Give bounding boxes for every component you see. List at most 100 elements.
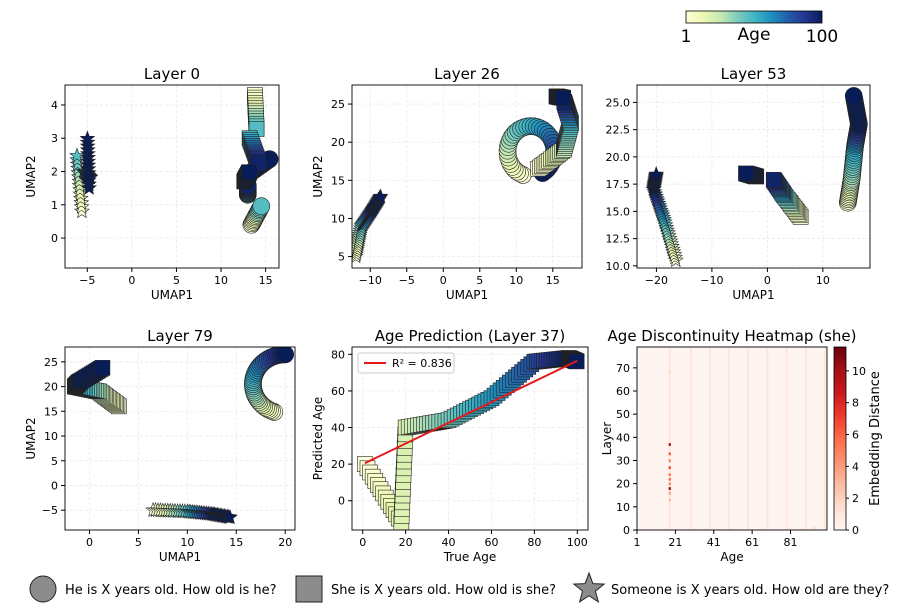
y-tick-label: 10 bbox=[44, 430, 58, 443]
x-tick-label: −5 bbox=[79, 274, 95, 287]
y-axis-label: Predicted Age bbox=[311, 397, 325, 480]
heatmap-cell bbox=[668, 491, 671, 495]
x-axis-label: UMAP1 bbox=[446, 288, 488, 302]
legend-label: She is X years old. How old is she? bbox=[331, 583, 556, 598]
x-tick-label: 10 bbox=[816, 274, 830, 287]
x-tick-label: 0 bbox=[764, 274, 771, 287]
axes-frame bbox=[636, 346, 828, 531]
y-tick-label: 4 bbox=[51, 99, 58, 112]
y-tick-label: 1 bbox=[51, 199, 58, 212]
heatmap-colorbar bbox=[833, 346, 847, 531]
heatmap-column bbox=[766, 347, 769, 530]
heatmap-column bbox=[708, 347, 711, 530]
circle-marker-icon bbox=[29, 575, 57, 603]
heatmap-cell bbox=[668, 473, 671, 477]
panel-title: Layer 0 bbox=[144, 65, 200, 83]
y-tick-label: 0 bbox=[623, 524, 630, 537]
x-tick-label: 10 bbox=[214, 274, 228, 287]
panel-5: R² = 0.836 0 20 40 60 80 100 0 20 40 60 80 Age Predi… bbox=[311, 327, 589, 564]
x-tick-label: 5 bbox=[135, 536, 142, 549]
panel-title: Age Discontinuity Heatmap (she) bbox=[608, 327, 857, 345]
age-colorbar-title: Age bbox=[738, 25, 771, 45]
y-tick-label: 17.5 bbox=[606, 178, 631, 191]
x-tick-label: −5 bbox=[399, 274, 415, 287]
x-tick-label: −20 bbox=[645, 274, 668, 287]
x-tick-label: 80 bbox=[527, 536, 541, 549]
x-tick-label: 1 bbox=[634, 536, 641, 549]
heatmap-column bbox=[668, 347, 671, 530]
x-tick-label: 40 bbox=[442, 536, 456, 549]
heatmap-cell bbox=[668, 498, 671, 502]
axes-frame bbox=[351, 346, 589, 531]
panel-1: −5 0 5 10 15 0 1 2 3 4 Layer 0 UMAP1 UMAP2 bbox=[24, 65, 280, 302]
panel-title: Age Prediction (Layer 37) bbox=[375, 327, 565, 345]
y-tick-label: 12.5 bbox=[606, 233, 631, 246]
y-tick-label: 10 bbox=[331, 212, 345, 225]
x-tick-label: −10 bbox=[359, 274, 382, 287]
x-tick-label: 21 bbox=[668, 536, 682, 549]
heatmap-column bbox=[747, 347, 750, 530]
panel-title: Layer 26 bbox=[434, 65, 500, 83]
y-tick-label: 5 bbox=[338, 251, 345, 264]
y-tick-label: 80 bbox=[331, 348, 345, 361]
y-tick-label: 15 bbox=[44, 405, 58, 418]
scatter-point bbox=[738, 165, 754, 182]
fit-legend-box bbox=[357, 352, 455, 374]
regression-line bbox=[364, 359, 578, 465]
heatmap-cell bbox=[668, 482, 671, 486]
age-colorbar-max-label: 100 bbox=[806, 27, 838, 47]
scatter-point bbox=[69, 147, 85, 163]
panel-4: 0 5 10 15 20 −5 0 5 10 15 20 25 Layer 79 UMAP1 UMAP2 bbox=[24, 327, 296, 564]
heatmap-colorbar-label: Embedding Distance bbox=[868, 371, 883, 506]
colorbar-tick-label: 4 bbox=[852, 460, 859, 473]
heatmap-column bbox=[728, 347, 731, 530]
colorbar-tick-label: 2 bbox=[852, 492, 859, 505]
y-tick-label: 22.5 bbox=[606, 124, 631, 137]
x-tick-label: 60 bbox=[484, 536, 498, 549]
y-tick-label: 20 bbox=[616, 478, 630, 491]
colorbar-tick-label: 0 bbox=[852, 524, 859, 537]
x-tick-label: 15 bbox=[546, 274, 560, 287]
panel-title: Layer 53 bbox=[721, 65, 787, 83]
y-tick-label: 20.0 bbox=[606, 151, 631, 164]
heatmap-cell bbox=[668, 459, 671, 463]
scatter-point bbox=[222, 509, 238, 525]
colorbar-tick-label: 6 bbox=[852, 429, 859, 442]
colorbar-tick-label: 10 bbox=[852, 365, 866, 378]
star-marker-icon bbox=[572, 571, 606, 604]
x-tick-label: 0 bbox=[128, 274, 135, 287]
y-tick-label: 10 bbox=[616, 501, 630, 514]
age-colorbar bbox=[685, 10, 823, 24]
y-tick-label: 40 bbox=[616, 431, 630, 444]
y-tick-label: 2 bbox=[51, 166, 58, 179]
y-tick-label: 60 bbox=[616, 385, 630, 398]
colorbar-tick-label: 8 bbox=[852, 397, 859, 410]
y-axis-label: UMAP2 bbox=[24, 155, 38, 197]
legend-label: He is X years old. How old is he? bbox=[65, 583, 277, 598]
y-tick-label: 5 bbox=[51, 455, 58, 468]
x-axis-label: UMAP1 bbox=[159, 550, 201, 564]
y-tick-label: 20 bbox=[331, 458, 345, 471]
y-tick-label: 20 bbox=[331, 136, 345, 149]
heatmap-background bbox=[637, 347, 827, 530]
y-tick-label: 25.0 bbox=[606, 96, 631, 109]
x-tick-label: 0 bbox=[86, 536, 93, 549]
y-axis-label: UMAP2 bbox=[311, 155, 325, 197]
x-axis-label: UMAP1 bbox=[732, 288, 774, 302]
panel-2: −10 −5 0 5 10 15 5 10 15 20 25 Layer 26 UMAP1 UMAP2 bbox=[311, 65, 583, 302]
square-marker-icon bbox=[295, 575, 323, 603]
x-tick-label: 61 bbox=[745, 536, 759, 549]
scatter-point bbox=[79, 130, 96, 146]
heatmap-cell bbox=[668, 443, 671, 446]
y-tick-label: 25 bbox=[44, 356, 58, 369]
y-tick-label: 15 bbox=[331, 174, 345, 187]
x-axis-label: True Age bbox=[443, 550, 497, 564]
x-tick-label: 5 bbox=[173, 274, 180, 287]
plot-marks bbox=[645, 87, 868, 268]
scatter-point bbox=[276, 347, 295, 364]
axes-frame bbox=[351, 84, 583, 269]
x-tick-label: 5 bbox=[476, 274, 483, 287]
x-tick-label: 15 bbox=[259, 274, 273, 287]
axes-frame bbox=[636, 84, 871, 269]
plot-marks bbox=[352, 88, 579, 264]
